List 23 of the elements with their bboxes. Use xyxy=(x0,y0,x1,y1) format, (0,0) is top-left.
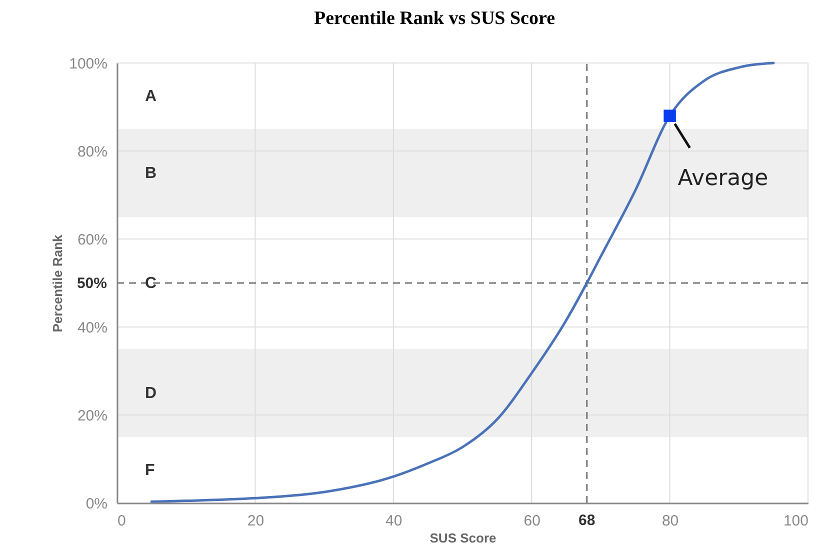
band-label: D xyxy=(145,385,157,402)
x-axis-title: SUS Score xyxy=(430,530,496,546)
y-tick-label: 0% xyxy=(86,496,108,512)
annotation: C xyxy=(145,275,157,292)
x-tick-label: 40 xyxy=(386,512,402,530)
x-tick-label: 0 xyxy=(118,512,126,530)
y-tick-label: 60% xyxy=(77,232,108,248)
y-tick-label: 40% xyxy=(77,320,108,336)
y-axis-title: Percentile Rank xyxy=(50,234,66,332)
band-label: B xyxy=(145,165,157,182)
y-tick-label: 80% xyxy=(77,144,108,160)
annotation: Average xyxy=(678,166,768,191)
y-tick-label: 20% xyxy=(77,408,108,424)
x-tick-label: 100 xyxy=(783,512,808,530)
annotation: A xyxy=(145,88,157,105)
annotation: F xyxy=(145,462,155,479)
x-tick-label: 60 xyxy=(524,512,540,530)
ref-line-label: 50% xyxy=(76,275,107,292)
ref-line-label: 68 xyxy=(578,512,596,529)
x-tick-label: 20 xyxy=(247,512,264,530)
chart-title: Percentile Rank vs SUS Score xyxy=(314,8,556,29)
y-tick-label: 100% xyxy=(69,56,108,72)
x-tick-label: 80 xyxy=(662,512,679,530)
